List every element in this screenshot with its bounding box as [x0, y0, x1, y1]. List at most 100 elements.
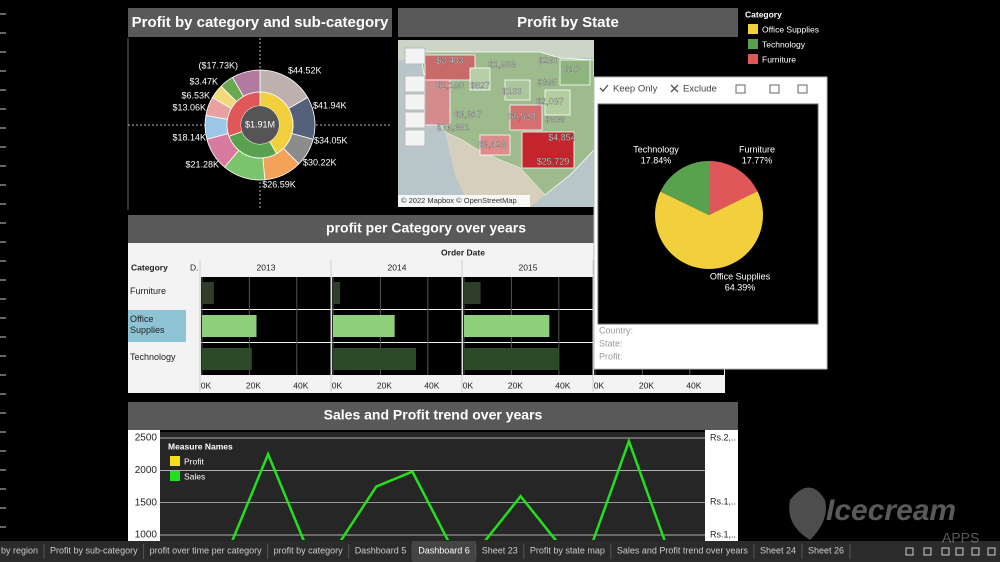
axis-bg	[705, 430, 738, 541]
tab[interactable]: Profit by sub-category	[50, 545, 138, 555]
tool-icon[interactable]	[735, 84, 746, 94]
tab-active-bg	[412, 541, 476, 562]
tooltip-field: Country:	[599, 325, 633, 335]
donut-center	[241, 106, 279, 144]
donut-label: $3.47K	[189, 76, 218, 86]
legend-title: Category	[745, 9, 782, 19]
x-tick-label: 0K	[201, 380, 212, 390]
map-tool[interactable]	[404, 93, 426, 111]
tab[interactable]: Dashboard 6	[418, 545, 470, 555]
nav-icon[interactable]	[955, 547, 964, 556]
bar	[202, 348, 252, 370]
nav-icon[interactable]	[905, 547, 914, 556]
tab-bar	[0, 541, 1000, 562]
legend-swatch	[170, 471, 180, 481]
bar	[464, 348, 559, 370]
x-tick-label: 40K	[686, 380, 701, 390]
tab[interactable]: Sales and Profit trend over years	[617, 545, 749, 555]
bar	[202, 282, 214, 304]
nav-icon[interactable]	[987, 547, 996, 556]
cell	[463, 277, 593, 309]
map-label: $2,037	[536, 96, 564, 106]
nav-icon[interactable]	[941, 547, 950, 556]
map-label: $3,403	[436, 55, 464, 65]
map-label: $6,528	[508, 111, 536, 121]
map-state	[509, 104, 543, 131]
map-state	[424, 79, 451, 126]
legend-label: Technology	[762, 39, 806, 49]
bar	[202, 315, 257, 337]
map-tool[interactable]	[404, 129, 426, 147]
tab[interactable]: by region	[1, 545, 38, 555]
donut-label: $30.22K	[303, 157, 337, 167]
pie-slice	[709, 161, 758, 215]
map-tool[interactable]	[404, 75, 426, 93]
x-tick-label: 40K	[555, 380, 570, 390]
watermark: APPS	[942, 530, 979, 546]
tab[interactable]: Sheet 24	[760, 545, 796, 555]
map-label: $836	[545, 114, 565, 124]
cell	[201, 277, 331, 309]
legend-label: Office Supplies	[762, 24, 819, 34]
map-tool[interactable]	[404, 47, 426, 65]
legend-swatch	[748, 24, 758, 34]
legend-swatch	[748, 39, 758, 49]
y-tick-label: 1000	[135, 530, 158, 541]
y-tick-label: 2000	[135, 465, 158, 476]
map-label: $100	[502, 86, 522, 96]
map-label: $3,317	[454, 109, 482, 119]
tab[interactable]: profit by category	[274, 545, 344, 555]
detail-header: D.	[190, 262, 199, 272]
donut-label: $26.59K	[262, 179, 296, 189]
legend-label: Sales	[184, 471, 205, 481]
map-label: $3,428	[478, 139, 506, 149]
bar	[464, 282, 481, 304]
map	[398, 40, 594, 207]
check-icon[interactable]	[599, 84, 609, 92]
row-label: Office Supplies	[130, 314, 165, 335]
tooltip-action: Keep Only	[613, 84, 658, 95]
map-state	[504, 79, 531, 101]
watermark-icon	[789, 487, 826, 540]
panel-title: Profit by category and sub-category	[132, 14, 389, 31]
y2-tick-label: Rs.1,..	[710, 496, 736, 506]
tool-icon[interactable]	[769, 84, 780, 94]
donut-label: $18.14K	[172, 132, 206, 142]
x-icon[interactable]	[670, 84, 679, 93]
donut-label: $34.05K	[314, 135, 348, 145]
map-label: $10	[564, 64, 579, 74]
donut-label: ($17.73K)	[198, 60, 238, 70]
map-label: $230	[538, 55, 558, 65]
tab[interactable]: Sheet 23	[482, 545, 518, 555]
attribution-bg	[398, 195, 530, 207]
tab[interactable]: Profit by state map	[530, 545, 605, 555]
row-label-text: Furniture	[130, 286, 167, 296]
row-label-text: Technology	[130, 352, 176, 362]
donut-label: $41.94K	[313, 100, 347, 110]
tooltip-field: State:	[599, 338, 623, 348]
donut-label: $6.53K	[181, 90, 210, 100]
tab[interactable]: Dashboard 5	[355, 545, 407, 555]
map-canada	[398, 40, 594, 60]
map-mexico	[445, 132, 545, 207]
x-tick-label: 40K	[293, 380, 308, 390]
tab[interactable]: Sheet 26	[808, 545, 844, 555]
map-state	[424, 54, 476, 81]
tool-icon[interactable]	[797, 84, 808, 94]
bar	[333, 282, 341, 304]
pie-category: Furniture	[739, 144, 775, 154]
pie-value-label: 64.39%	[725, 282, 756, 292]
tab[interactable]: profit over time per category	[150, 545, 263, 555]
donut-center-label: $1.91M	[245, 119, 275, 129]
pie-slice	[655, 191, 763, 269]
row-label-text: Office Supplies	[130, 314, 165, 335]
map-tool[interactable]	[404, 111, 426, 129]
map-label: $1,933	[488, 59, 516, 69]
map-label: $1,190	[436, 80, 464, 90]
nav-icon[interactable]	[971, 547, 980, 556]
year-label: 2014	[388, 262, 407, 272]
x-tick-label: 20K	[508, 380, 523, 390]
panel-title: profit per Category over years	[326, 220, 526, 236]
map-label: $827	[470, 80, 490, 90]
nav-icon[interactable]	[923, 547, 932, 556]
